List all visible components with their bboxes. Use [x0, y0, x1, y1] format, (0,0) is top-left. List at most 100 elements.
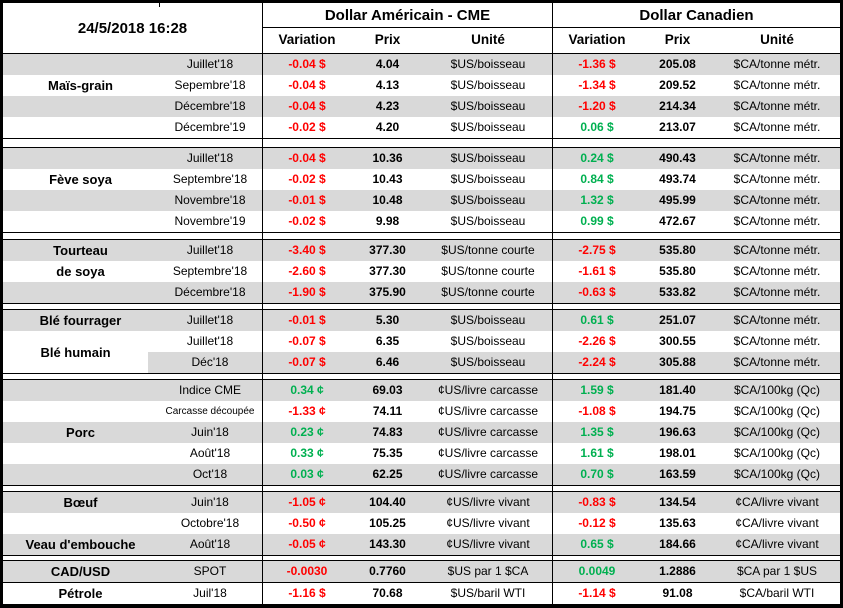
group-label-cell[interactable] [3, 443, 158, 464]
price-ca-cell[interactable]: 198.01 [659, 446, 696, 460]
ca-dollar-title[interactable]: Dollar Canadien [553, 3, 840, 28]
group-label-cell[interactable]: de soya [56, 264, 105, 279]
price-us-cell[interactable]: 375.90 [369, 285, 406, 299]
table-row[interactable]: Fève soya Septembre'18 -0.02 $ 10.43 $US/boi… [3, 169, 840, 190]
group-label-cell[interactable]: Blé fourrager [39, 313, 122, 328]
unit-ca-cell[interactable]: $CA/100kg (Qc) [733, 404, 821, 418]
unit-us-cell[interactable]: $US/boisseau [450, 120, 526, 134]
table-row[interactable]: Veau d'embouche Août'18 -0.05 ¢ 143.30 ¢US/l… [3, 534, 840, 555]
price-us-cell[interactable]: 69.03 [372, 383, 403, 397]
table-row[interactable]: Pétrole Juil'18 -1.16 $ 70.68 $US/baril WTI -… [3, 582, 840, 604]
variation-us-cell[interactable]: -0.04 $ [262, 148, 351, 169]
contract-month-cell[interactable]: Sepembre'18 [174, 78, 246, 92]
unit-ca-cell[interactable]: $CA/tonne métr. [733, 151, 821, 165]
group-label-cell[interactable] [3, 380, 158, 401]
unit-us-cell[interactable]: $US/boisseau [450, 334, 526, 348]
group-label-cell[interactable]: Fève soya [49, 172, 112, 187]
unit-ca-cell[interactable]: $CA/100kg (Qc) [733, 383, 821, 397]
group-label-cell[interactable]: Porc [66, 425, 95, 440]
price-us-cell[interactable]: 62.25 [372, 467, 403, 481]
contract-month-cell[interactable]: Décembre'18 [174, 99, 246, 113]
table-row[interactable]: Novembre'19 -0.02 $ 9.98 $US/boisseau 0.99 $… [3, 211, 840, 232]
unit-ca-cell[interactable]: $CA/tonne métr. [733, 214, 821, 228]
variation-us-cell[interactable]: -1.33 ¢ [262, 401, 351, 422]
unit-us-cell[interactable]: ¢US/livre vivant [446, 495, 530, 509]
price-ca-cell[interactable]: 213.07 [659, 120, 696, 134]
variation-ca-cell[interactable]: 0.84 $ [552, 169, 641, 190]
price-us-cell[interactable]: 10.43 [372, 172, 403, 186]
group-label-cell[interactable]: CAD/USD [50, 564, 111, 579]
unit-us-cell[interactable]: $US/boisseau [450, 193, 526, 207]
contract-month-cell[interactable]: Septembre'18 [172, 172, 248, 186]
ca-unit-header[interactable]: Unité [760, 32, 794, 47]
table-row[interactable]: Déc'18 -0.07 $ 6.46 $US/boisseau -2.24 $ 305.… [3, 352, 840, 373]
table-row[interactable]: Juillet'18 -0.04 $ 10.36 $US/boisseau 0.24 $… [3, 148, 840, 169]
price-ca-cell[interactable]: 251.07 [659, 313, 696, 327]
variation-ca-cell[interactable]: 0.65 $ [552, 534, 641, 555]
price-ca-cell[interactable]: 205.08 [659, 57, 696, 71]
unit-ca-cell[interactable]: $CA/tonne métr. [733, 264, 821, 278]
price-ca-cell[interactable]: 214.34 [659, 99, 696, 113]
group-label-cell[interactable]: Bœuf [63, 495, 98, 510]
price-us-cell[interactable]: 75.35 [372, 446, 403, 460]
contract-month-cell[interactable]: Novembre'19 [174, 214, 246, 228]
ca-variation-header[interactable]: Variation [568, 32, 626, 47]
variation-ca-cell[interactable]: -0.12 $ [552, 513, 641, 534]
table-row[interactable]: Indice CME 0.34 ¢ 69.03 ¢US/livre carcasse 1… [3, 380, 840, 401]
price-ca-cell[interactable]: 535.80 [659, 243, 696, 257]
contract-month-cell[interactable]: Décembre'18 [174, 285, 246, 299]
group-label-cell[interactable]: Maïs-grain [47, 78, 113, 93]
contract-month-cell[interactable]: Septembre'18 [172, 264, 248, 278]
variation-ca-cell[interactable]: 1.32 $ [552, 190, 641, 211]
table-row[interactable]: Bœuf Juin'18 -1.05 ¢ 104.40 ¢US/livre vivant… [3, 492, 840, 513]
us-variation-header[interactable]: Variation [278, 32, 336, 47]
price-us-cell[interactable]: 0.7760 [369, 564, 406, 578]
us-dollar-title[interactable]: Dollar Américain - CME [263, 3, 552, 28]
group-label-cell[interactable]: Tourteau [53, 243, 108, 258]
group-label-cell[interactable] [3, 148, 158, 169]
variation-ca-cell[interactable]: -2.26 $ [552, 331, 641, 352]
contract-month-cell[interactable]: Oct'18 [192, 467, 228, 481]
variation-us-cell[interactable]: -1.16 $ [262, 583, 351, 604]
price-us-cell[interactable]: 5.30 [375, 313, 400, 327]
group-label-cell[interactable] [3, 96, 158, 117]
group-label-cell[interactable] [3, 211, 158, 232]
unit-us-cell[interactable]: ¢US/livre carcasse [437, 383, 539, 397]
price-us-cell[interactable]: 377.30 [369, 243, 406, 257]
unit-ca-cell[interactable]: $CA/tonne métr. [733, 57, 821, 71]
price-us-cell[interactable]: 74.11 [372, 404, 403, 418]
variation-us-cell[interactable]: -0.01 $ [262, 310, 351, 331]
table-row[interactable]: Blé fourrager Juillet'18 -0.01 $ 5.30 $US/bo… [3, 310, 840, 331]
group-label-cell[interactable] [3, 401, 158, 422]
price-us-cell[interactable]: 4.23 [375, 99, 400, 113]
unit-ca-cell[interactable]: $CA/baril WTI [739, 586, 815, 600]
variation-us-cell[interactable]: -1.05 ¢ [262, 492, 351, 513]
price-ca-cell[interactable]: 209.52 [659, 78, 696, 92]
price-us-cell[interactable]: 4.13 [375, 78, 400, 92]
unit-us-cell[interactable]: $US/baril WTI [450, 586, 526, 600]
unit-ca-cell[interactable]: $CA/tonne métr. [733, 334, 821, 348]
table-row[interactable]: Août'18 0.33 ¢ 75.35 ¢US/livre carcasse 1.61… [3, 443, 840, 464]
contract-month-cell[interactable]: Août'18 [189, 446, 231, 460]
us-price-header[interactable]: Prix [374, 32, 401, 47]
price-us-cell[interactable]: 6.35 [375, 334, 400, 348]
table-row[interactable]: Juillet'18 -0.07 $ 6.35 $US/boisseau -2.26 $… [3, 331, 840, 352]
ca-price-header[interactable]: Prix [664, 32, 691, 47]
variation-ca-cell[interactable]: -1.34 $ [552, 75, 641, 96]
unit-us-cell[interactable]: $US/boisseau [450, 172, 526, 186]
variation-us-cell[interactable]: -0.0030 [262, 561, 351, 582]
contract-month-cell[interactable]: Juin'18 [191, 495, 229, 509]
unit-us-cell[interactable]: $US/tonne courte [441, 285, 535, 299]
table-row[interactable]: Tourteau Juillet'18 -3.40 $ 377.30 $US/tonne… [3, 240, 840, 261]
price-us-cell[interactable]: 105.25 [369, 516, 406, 530]
contract-month-cell[interactable]: Juil'18 [193, 586, 227, 600]
price-us-cell[interactable]: 10.36 [372, 151, 403, 165]
unit-us-cell[interactable]: $US/boisseau [450, 99, 526, 113]
price-ca-cell[interactable]: 490.43 [659, 151, 696, 165]
price-ca-cell[interactable]: 533.82 [659, 285, 696, 299]
variation-us-cell[interactable]: -0.05 ¢ [262, 534, 351, 555]
unit-ca-cell[interactable]: $CA par 1 $US [736, 564, 818, 578]
variation-ca-cell[interactable]: 0.99 $ [552, 211, 641, 232]
contract-month-cell[interactable]: Juillet'18 [186, 313, 234, 327]
price-ca-cell[interactable]: 181.40 [659, 383, 696, 397]
